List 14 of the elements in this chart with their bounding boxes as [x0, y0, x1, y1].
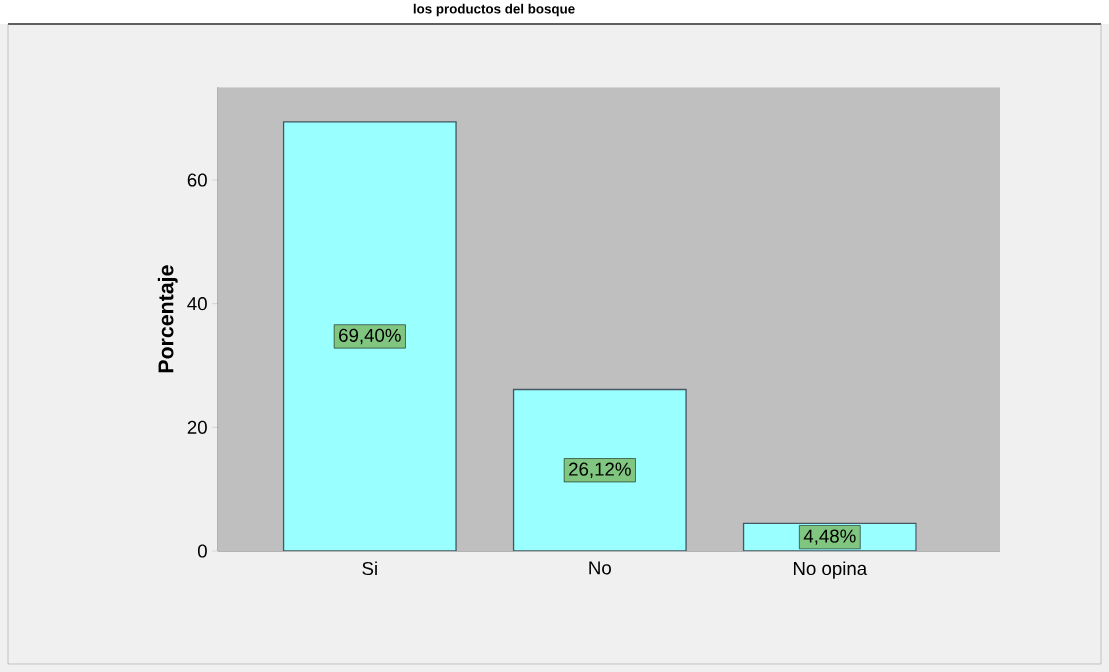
x-tick-label: Si: [362, 561, 377, 576]
x-tick-label: No: [589, 561, 611, 575]
bar: [512, 388, 687, 551]
y-tick-label: 60: [187, 173, 207, 187]
y-tick-label: 40: [187, 297, 207, 311]
x-tick-label: No opina: [793, 561, 868, 579]
data-label: 69,40%: [339, 328, 401, 345]
chart-title: los productos del bosque: [413, 3, 575, 17]
y-tick-label: 0: [197, 544, 207, 558]
y-tick-label: 20: [187, 420, 207, 434]
data-label: 26,12%: [569, 462, 631, 478]
y-axis-title: Porcentaje: [157, 265, 178, 373]
data-label: 4,48%: [803, 529, 856, 545]
bar: [282, 121, 457, 551]
